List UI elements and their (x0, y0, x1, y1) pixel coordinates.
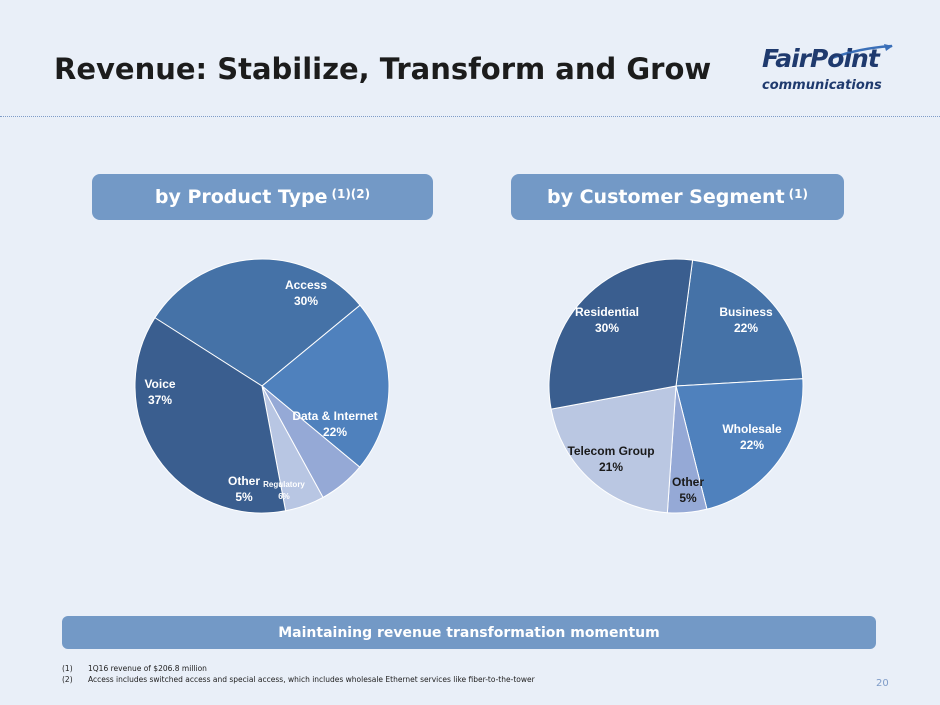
customer-segment-header-label: by Customer Segment (547, 186, 785, 208)
pie-slice-wholesale (675, 378, 804, 510)
slice-label-residential: Residential (575, 305, 639, 319)
slice-value-access: 30% (294, 294, 318, 308)
slice-value-telecom-group: 21% (599, 460, 623, 474)
slice-label-access: Access (285, 278, 327, 292)
slice-label-other: Other (228, 474, 260, 488)
footnote-2: (2) Access includes switched access and s… (62, 674, 535, 685)
pie-slice-residential (548, 258, 694, 410)
data-label-residential: Residential 30% (575, 305, 639, 335)
data-label-other: Other 5% (228, 474, 260, 504)
data-label-wholesale: Wholesale 22% (722, 422, 782, 452)
logo-wordmark: FairPoint (762, 44, 880, 73)
customer-segment-header-footnote: (1) (788, 187, 808, 201)
customer-segment-pie: Business 22% Wholesale 22% Other 5% Telecom Gr… (548, 258, 804, 514)
slice-label-voice: Voice (144, 377, 175, 391)
product-type-header-label: by Product Type (154, 186, 328, 208)
logo-tagline: communications (762, 78, 882, 93)
data-label-other: Other 5% (672, 475, 704, 505)
slice-value-other: 5% (235, 490, 253, 504)
slice-label-business: Business (719, 305, 773, 319)
fairpoint-logo: FairPoint communications (760, 44, 895, 96)
pie-slice-data-internet (261, 304, 390, 468)
slice-label-wholesale: Wholesale (722, 422, 782, 436)
data-label-telecom-group: Telecom Group 21% (567, 444, 654, 474)
footnote-1-number: (1) (62, 664, 73, 673)
slice-value-voice: 37% (148, 393, 172, 407)
data-label-voice: Voice 37% (144, 377, 175, 407)
slice-label-telecom-group: Telecom Group (567, 444, 654, 458)
footnote-2-text: Access includes switched access and spec… (88, 675, 535, 684)
slice-label-data-internet: Data & Internet (292, 409, 377, 423)
data-label-business: Business 22% (719, 305, 773, 335)
transformation-banner: Maintaining revenue transformation momen… (62, 616, 876, 649)
page-number: 20 (876, 678, 889, 689)
slice-label-other: Other (672, 475, 704, 489)
pie-slice-access (154, 258, 361, 387)
footnote-1: (1) 1Q16 revenue of $206.8 million (62, 663, 535, 674)
footnote-2-number: (2) (62, 675, 73, 684)
data-label-access: Access 30% (285, 278, 327, 308)
product-type-header: by Product Type (1)(2) (92, 174, 433, 220)
slice-value-regulatory: 6% (278, 492, 290, 501)
pie-slice-business (675, 259, 804, 387)
product-type-pie: Access 30% Data & Internet 22% Regulatory 6% O… (134, 258, 390, 514)
product-type-header-footnote: (1)(2) (331, 187, 371, 201)
logo-swoosh-icon (831, 44, 893, 60)
data-label-regulatory: Regulatory 6% (263, 480, 305, 501)
slice-value-data-internet: 22% (323, 425, 347, 439)
pie-slice-voice (134, 317, 287, 514)
slice-value-residential: 30% (595, 321, 619, 335)
slice-label-regulatory: Regulatory (263, 480, 305, 489)
slice-value-business: 22% (734, 321, 758, 335)
slice-value-wholesale: 22% (740, 438, 764, 452)
slide-title: Revenue: Stabilize, Transform and Grow (54, 52, 712, 86)
footnotes: (1) 1Q16 revenue of $206.8 million (2) Acc… (62, 663, 535, 685)
customer-segment-header: by Customer Segment (1) (511, 174, 844, 220)
slice-value-other: 5% (679, 491, 697, 505)
pie-slice-telecom-group (550, 385, 677, 514)
header-divider (0, 116, 940, 117)
data-label-data-internet: Data & Internet 22% (292, 409, 377, 439)
footnote-1-text: 1Q16 revenue of $206.8 million (88, 664, 207, 673)
